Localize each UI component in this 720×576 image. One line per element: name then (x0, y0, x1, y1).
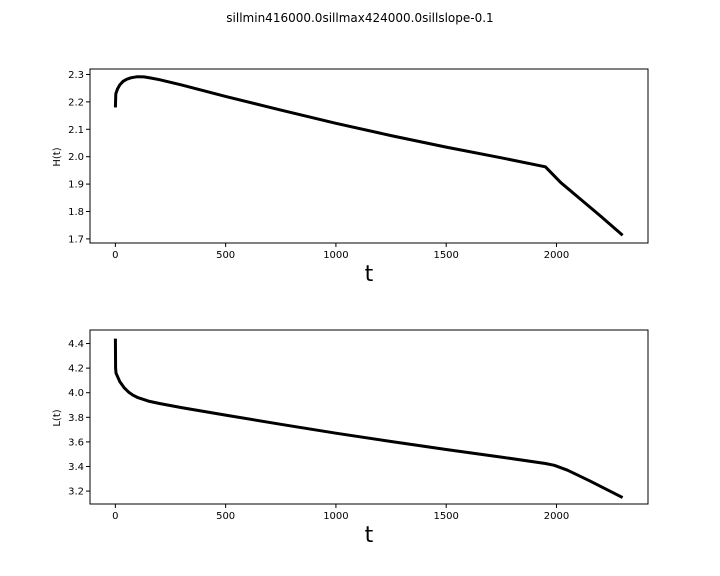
l-x-tick-label: 500 (216, 511, 235, 522)
l-plot-frame (89, 329, 649, 505)
h-series-line (113, 75, 624, 237)
h-x-tick-label: 2000 (544, 250, 569, 261)
h-x-axis-label: t (365, 262, 374, 287)
l-x-tick-label: 1000 (323, 511, 348, 522)
h-y-tick-label: 1.9 (68, 180, 84, 191)
h-x-axis: 0 500 1000 1500 2000 (112, 243, 569, 261)
h-plot-frame (89, 68, 649, 244)
l-y-tick-label: 3.4 (68, 462, 84, 473)
h-of-t-plot: 0 500 1000 1500 2000 1.7 1.8 1.9 2.0 2.1 2.2 2.3 t… (52, 68, 649, 287)
h-y-tick-label: 1.8 (68, 207, 84, 218)
h-y-axis-label: H(t) (52, 147, 63, 166)
l-series-line (113, 338, 624, 499)
h-x-tick-label: 0 (112, 250, 118, 261)
l-x-axis-label: t (365, 523, 374, 548)
l-y-tick-label: 4.2 (68, 364, 84, 375)
h-x-tick-label: 1000 (323, 250, 348, 261)
h-y-tick-label: 2.0 (68, 152, 84, 163)
l-x-tick-label: 1500 (433, 511, 458, 522)
h-x-tick-label: 1500 (433, 250, 458, 261)
l-y-tick-label: 4.4 (68, 339, 84, 350)
h-y-tick-label: 2.1 (68, 125, 84, 136)
l-y-tick-label: 3.2 (68, 487, 84, 498)
l-y-axis-label: L(t) (52, 409, 63, 426)
h-y-tick-label: 2.3 (68, 70, 84, 81)
h-y-axis: 1.7 1.8 1.9 2.0 2.1 2.2 2.3 (68, 70, 90, 245)
l-y-tick-label: 3.6 (68, 437, 84, 448)
h-x-tick-label: 500 (216, 250, 235, 261)
h-y-tick-label: 2.2 (68, 97, 84, 108)
l-x-tick-label: 0 (112, 511, 118, 522)
l-of-t-plot: 0 500 1000 1500 2000 3.2 3.4 3.6 3.8 4.0 4.2 4.4 t… (52, 329, 649, 548)
h-y-tick-label: 1.7 (68, 234, 84, 245)
l-y-axis: 3.2 3.4 3.6 3.8 4.0 4.2 4.4 (68, 339, 90, 498)
figure-title: sillmin416000.0sillmax424000.0sillslope-… (226, 11, 493, 25)
l-x-axis: 0 500 1000 1500 2000 (112, 504, 569, 522)
l-y-tick-label: 3.8 (68, 413, 84, 424)
l-y-tick-label: 4.0 (68, 388, 84, 399)
l-x-tick-label: 2000 (544, 511, 569, 522)
